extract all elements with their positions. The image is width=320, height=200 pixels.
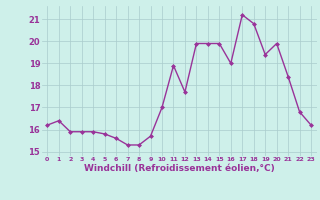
X-axis label: Windchill (Refroidissement éolien,°C): Windchill (Refroidissement éolien,°C)	[84, 164, 275, 173]
